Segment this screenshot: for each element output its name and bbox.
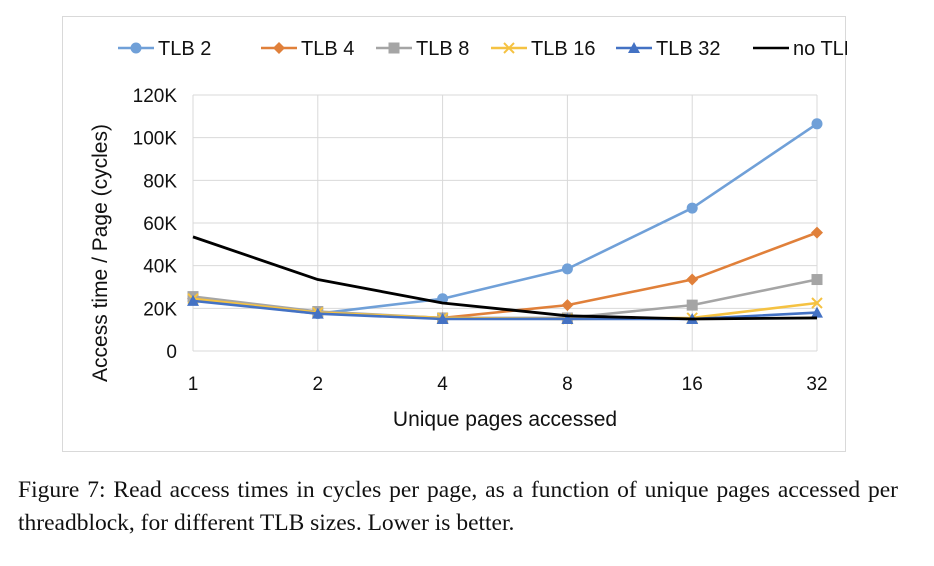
x-tick-label: 16 (682, 374, 703, 395)
series-line-no-tlb (192, 235, 818, 321)
y-tick-label: 60K (143, 214, 177, 235)
x-axis-label: Unique pages accessed (393, 408, 617, 431)
data-point-tlb-8 (811, 274, 823, 286)
legend-label-tlb-4: TLB 4 (301, 38, 354, 60)
data-point-tlb-4 (686, 273, 699, 286)
data-point-tlb-4 (561, 299, 574, 312)
legend-label-tlb-32: TLB 32 (656, 38, 720, 60)
x-tick-label: 2 (313, 374, 324, 395)
legend-item-tlb-2: TLB 2 (118, 38, 211, 60)
legend-marker-tlb-16 (503, 42, 515, 54)
legend-label-tlb-2: TLB 2 (158, 38, 211, 60)
figure-caption: Figure 7: Read access times in cycles pe… (18, 477, 898, 536)
data-point-tlb-32 (436, 313, 449, 324)
y-tick-label: 100K (133, 129, 178, 150)
data-point-tlb-2 (811, 118, 823, 130)
legend-label-no-tlb: no TLB (793, 38, 847, 60)
data-point-tlb-4 (811, 226, 823, 239)
legend-marker-tlb-8 (388, 42, 400, 54)
x-tick-label: 4 (437, 374, 448, 395)
line-chart: 0 20K 40K 60K 80K 100K 120K 1 2 4 8 16 32 Unique page… (89, 38, 847, 431)
y-tick-label: 120K (133, 86, 178, 107)
legend-marker-tlb-2 (130, 42, 142, 54)
y-axis-label: Access time / Page (cycles) (89, 124, 112, 382)
data-point-tlb-32 (561, 313, 574, 324)
legend-marker-tlb-32 (628, 42, 640, 53)
legend-item-tlb-8: TLB 8 (376, 38, 469, 60)
legend-item-tlb-32: TLB 32 (616, 38, 720, 60)
data-point-tlb-16 (811, 297, 823, 309)
x-tick-label: 8 (562, 374, 573, 395)
x-tick-label: 1 (188, 374, 199, 395)
legend-marker-tlb-4 (273, 42, 285, 54)
series-line-tlb-2 (192, 122, 818, 315)
x-tick-label: 32 (806, 374, 827, 395)
legend-label-tlb-8: TLB 8 (416, 38, 469, 60)
legend-label-tlb-16: TLB 16 (531, 38, 595, 60)
y-tick-label: 20K (143, 299, 177, 320)
data-point-tlb-32 (811, 306, 823, 318)
data-point-tlb-32 (311, 307, 324, 319)
data-point-tlb-2 (686, 202, 698, 214)
data-point-tlb-2 (561, 263, 573, 275)
legend-item-no-tlb: no TLB (753, 38, 847, 60)
series-line-tlb-4 (192, 231, 818, 320)
chart-frame: 0 20K 40K 60K 80K 100K 120K 1 2 4 8 16 32 Unique page… (62, 16, 847, 452)
legend-item-tlb-16: TLB 16 (491, 38, 595, 60)
data-point-tlb-32 (187, 294, 199, 306)
data-point-tlb-8 (686, 299, 698, 311)
y-tick-label: 80K (143, 171, 177, 192)
y-tick-label: 0 (166, 342, 177, 363)
legend-item-tlb-4: TLB 4 (261, 38, 354, 60)
y-tick-label: 40K (143, 257, 177, 278)
